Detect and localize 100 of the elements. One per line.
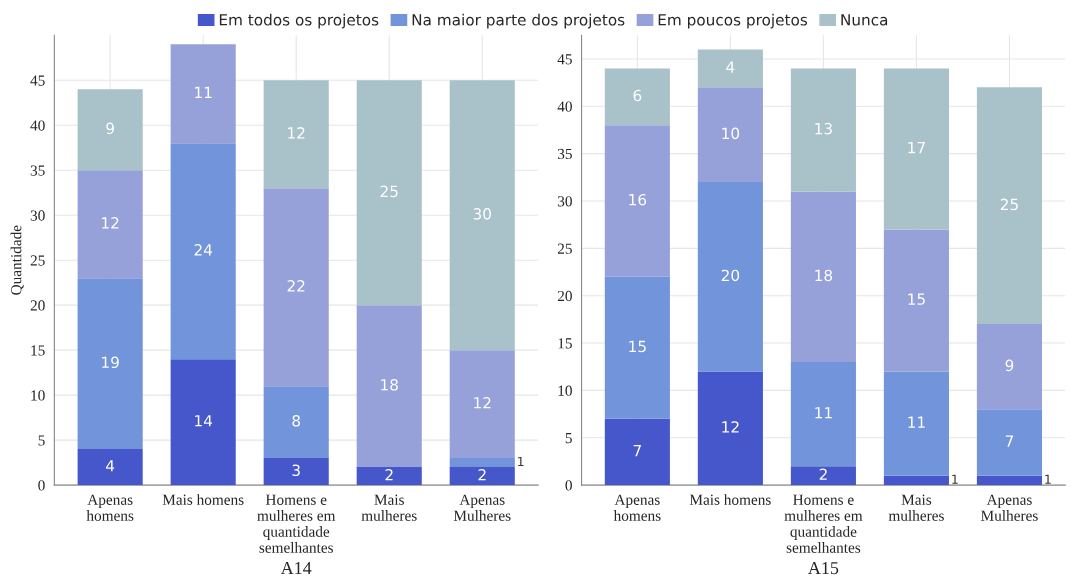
x-tick-label: Apenas homens (86, 494, 134, 521)
data-label: 9 (1005, 359, 1014, 372)
bar (263, 386, 329, 459)
bar (449, 458, 515, 468)
bar (449, 467, 515, 486)
legend-label: Em poucos projetos (658, 13, 808, 29)
data-label: 2 (478, 468, 486, 481)
y-tick-label: 5 (38, 435, 45, 446)
bar (263, 80, 329, 189)
data-label: 18 (815, 269, 833, 282)
bar (883, 475, 949, 486)
x-tick-label: Mais homens (689, 494, 771, 505)
y-tick-label: 20 (557, 290, 572, 302)
bar (697, 182, 763, 372)
bar (790, 361, 856, 467)
y-tick-label: 40 (30, 120, 45, 131)
data-label: 8 (292, 415, 301, 427)
data-label: 1 (952, 474, 958, 484)
bar (356, 305, 422, 468)
x-tick-label: Apenas homens (613, 494, 661, 521)
data-label: 22 (287, 280, 305, 292)
data-label: 3 (292, 464, 300, 477)
y-tick-label: 30 (557, 196, 572, 207)
y-tick-label: 25 (557, 243, 572, 254)
data-label: 11 (815, 407, 832, 419)
bar (976, 87, 1042, 325)
bar (790, 466, 856, 486)
y-tick-label: 10 (31, 390, 45, 401)
legend-label: Nunca (841, 14, 888, 26)
bar (449, 80, 515, 351)
data-label: 2 (385, 468, 393, 481)
bar (77, 89, 143, 171)
data-label: 30 (473, 208, 491, 220)
data-label: 11 (195, 86, 212, 98)
y-tick-label: 20 (30, 300, 45, 311)
bar (976, 409, 1042, 476)
data-label: 12 (102, 217, 119, 229)
y-tick-label: 0 (38, 480, 45, 491)
data-label: 18 (381, 379, 398, 391)
bar (356, 80, 422, 306)
legend-label: Em todos os projetos (219, 13, 379, 29)
y-tick-label: 25 (30, 255, 45, 266)
data-label: 12 (722, 421, 739, 433)
data-label: 24 (194, 244, 213, 256)
bar (883, 371, 949, 476)
y-tick-label: 15 (31, 345, 45, 356)
bar (976, 475, 1042, 486)
data-label: 25 (1000, 198, 1018, 211)
y-tick-label: 35 (30, 165, 45, 176)
x-tick-label: Homens e mulheres em quantidade semelhantes (257, 494, 336, 553)
x-tick-label: Mais mulheres (888, 494, 944, 521)
data-label: 9 (106, 122, 114, 135)
x-axis-title: A15 (808, 562, 839, 575)
bar (263, 188, 329, 387)
bar (883, 68, 949, 230)
y-tick-label: 5 (565, 433, 572, 444)
bar (697, 49, 763, 88)
data-label: 14 (195, 415, 213, 427)
data-label: 13 (815, 122, 832, 135)
y-tick-label: 40 (557, 101, 572, 112)
data-label: 16 (629, 193, 647, 206)
data-label: 6 (633, 89, 642, 102)
data-label: 12 (474, 397, 491, 409)
bar (790, 68, 856, 192)
bar (697, 371, 763, 486)
data-label: 25 (380, 185, 398, 198)
y-tick-label: 35 (557, 148, 572, 160)
y-tick-label: 0 (565, 480, 572, 491)
data-label: 11 (908, 416, 925, 428)
y-axis-title: Quantidade (10, 225, 24, 295)
bar (77, 449, 143, 486)
bar (263, 458, 329, 486)
data-label: 7 (1005, 435, 1013, 447)
y-tick-label: 45 (557, 54, 572, 65)
data-label: 1 (518, 456, 524, 467)
bar (77, 170, 143, 279)
data-label: 12 (288, 127, 305, 139)
data-label: 7 (633, 445, 641, 457)
x-tick-label: Mais homens (162, 494, 244, 505)
bar (77, 278, 143, 450)
bar (170, 143, 236, 360)
data-label: 15 (908, 293, 925, 305)
y-tick-label: 30 (30, 210, 45, 221)
bar (449, 350, 515, 459)
data-label: 15 (629, 340, 646, 353)
data-label: 1 (1045, 474, 1051, 484)
bar (790, 191, 856, 362)
x-tick-label: Mais mulheres (361, 494, 417, 521)
data-label: 4 (726, 61, 735, 73)
x-tick-label: Apenas Mulheres (981, 494, 1038, 521)
x-axis-title: A14 (280, 562, 312, 574)
bar (604, 125, 670, 277)
data-label: 4 (106, 460, 115, 472)
bar (170, 44, 236, 144)
y-tick-label: 10 (558, 385, 572, 396)
data-label: 10 (722, 127, 740, 140)
bar (604, 276, 670, 419)
data-label: 19 (102, 356, 119, 369)
data-label: 17 (908, 142, 925, 154)
x-tick-label: Homens e mulheres em quantidade semelhantes (784, 494, 863, 553)
